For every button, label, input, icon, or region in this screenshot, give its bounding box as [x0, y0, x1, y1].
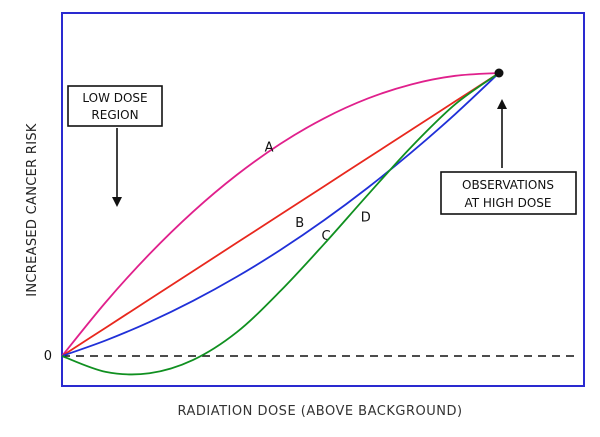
series-line-c	[61, 72, 500, 357]
high-dose-line-2: AT HIGH DOSE	[464, 196, 551, 210]
series-line-b	[61, 72, 500, 357]
low-dose-box	[67, 85, 163, 127]
series-label-a: A	[265, 140, 274, 155]
low-dose-line-1: LOW DOSE	[82, 91, 147, 105]
low-dose-line-2: REGION	[91, 108, 138, 122]
high-dose-annotation: OBSERVATIONS AT HIGH DOSE	[440, 99, 577, 215]
series-line-d	[61, 72, 500, 376]
low-dose-annotation: LOW DOSE REGION	[67, 85, 163, 207]
y-tick-label-zero: 0	[44, 349, 52, 364]
x-axis-title: RADIATION DOSE (ABOVE BACKGROUND)	[177, 404, 462, 419]
series-label-b: B	[295, 216, 304, 231]
y-axis-title: INCREASED CANCER RISK	[25, 123, 40, 297]
high-dose-line-1: OBSERVATIONS	[462, 178, 554, 192]
series-layer: A B C D	[61, 72, 500, 376]
plot-frame	[61, 12, 585, 387]
series-line-a	[61, 72, 500, 357]
high-dose-box	[440, 171, 577, 215]
high-dose-observation-point	[494, 68, 504, 78]
series-label-c: C	[321, 229, 330, 244]
series-label-d: D	[361, 210, 371, 225]
